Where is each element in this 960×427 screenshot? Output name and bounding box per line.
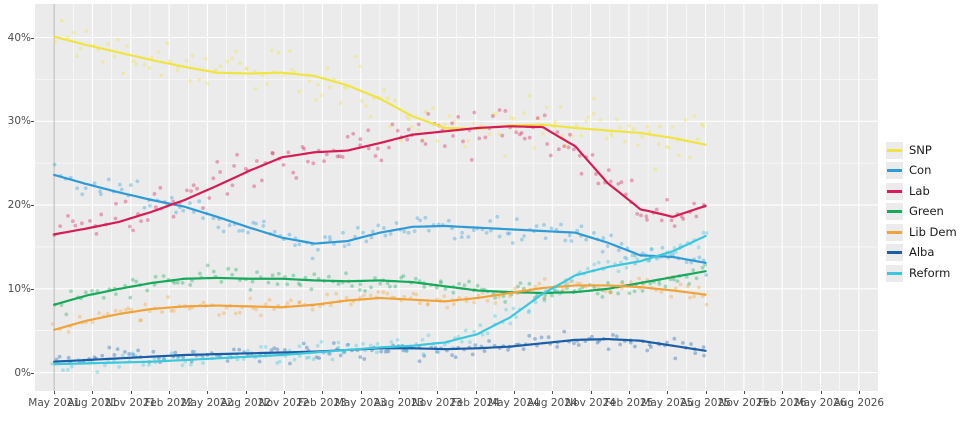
x-tick-mark	[858, 391, 860, 394]
legend-color-line-icon	[887, 148, 902, 152]
y-tick-label: 0%	[14, 366, 31, 379]
x-tick-mark	[207, 391, 209, 394]
x-axis: May 2021 Aug 2021 Nov 2021 Feb 2022 May 2022…	[28, 391, 884, 427]
legend-key-swatch	[886, 264, 903, 282]
x-tick-mark	[322, 391, 324, 394]
x-tick-label: Feb 2024	[451, 397, 500, 409]
x-tick-mark	[399, 391, 401, 394]
legend-key-swatch	[886, 203, 903, 221]
trend-line-lab	[53, 125, 707, 236]
legend: SNP Con Lab Green Lib Dem Alba Reform	[886, 140, 960, 284]
x-tick-mark	[782, 391, 784, 394]
legend-item-lib-dem[interactable]: Lib Dem	[886, 222, 960, 243]
x-tick-mark	[667, 391, 669, 394]
x-tick-mark	[513, 391, 515, 394]
x-tick-label: Aug 2021	[67, 397, 118, 409]
legend-item-con[interactable]: Con	[886, 161, 960, 182]
x-tick-mark	[628, 391, 630, 394]
x-tick-label: May 2025	[641, 397, 694, 409]
x-tick-label: May 2023	[334, 397, 387, 409]
legend-item-green[interactable]: Green	[886, 202, 960, 223]
x-tick-mark	[743, 391, 745, 394]
x-tick-mark	[169, 391, 171, 394]
plot-svg	[35, 4, 878, 391]
y-tick-label: 20%	[7, 199, 31, 212]
gridlines	[35, 4, 878, 391]
y-tick-mark	[31, 205, 34, 207]
x-tick-label: Nov 2022	[258, 397, 310, 409]
x-tick-label: Feb 2026	[757, 397, 807, 409]
y-tick-mark	[31, 37, 34, 39]
legend-color-line-icon	[887, 210, 902, 214]
y-axis: 0% 10% 20% 30% 40%	[0, 0, 34, 391]
legend-key-swatch	[886, 244, 903, 262]
x-tick-label: Nov 2024	[565, 397, 616, 409]
legend-label: Green	[909, 204, 944, 218]
x-tick-label: Nov 2021	[105, 397, 157, 409]
x-tick-label: Aug 2024	[527, 397, 578, 409]
x-tick-label: Aug 2026	[833, 397, 885, 409]
legend-label: Lab	[909, 183, 930, 198]
x-tick-label: May 2021	[28, 397, 81, 409]
legend-key-swatch	[886, 162, 903, 180]
legend-color-line-icon	[887, 230, 902, 234]
x-tick-mark	[590, 391, 592, 394]
x-tick-mark	[475, 391, 477, 394]
x-tick-label: Nov 2025	[718, 397, 770, 409]
legend-key-swatch	[886, 223, 903, 241]
legend-color-line-icon	[887, 169, 902, 173]
y-tick-mark	[31, 121, 34, 123]
trend-line-snp	[53, 35, 707, 146]
legend-color-line-icon	[887, 189, 902, 193]
legend-label: Reform	[909, 265, 951, 280]
trend-line-green	[53, 270, 707, 306]
x-tick-mark	[245, 391, 247, 394]
x-tick-mark	[130, 391, 132, 394]
y-tick-mark	[31, 372, 34, 374]
legend-label: Con	[909, 163, 932, 177]
x-tick-label: Aug 2023	[373, 397, 425, 409]
y-tick-label: 30%	[7, 115, 31, 128]
x-tick-label: May 2022	[181, 397, 234, 409]
plot-panel	[35, 4, 878, 391]
x-tick-label: Aug 2022	[220, 397, 272, 409]
legend-label: Lib Dem	[909, 224, 957, 239]
legend-key-swatch	[886, 182, 903, 200]
x-tick-label: May 2024	[488, 397, 540, 409]
x-tick-mark	[360, 391, 362, 394]
x-tick-label: Feb 2023	[298, 397, 347, 409]
trend-line-reform	[53, 234, 707, 366]
x-tick-label: Feb 2022	[144, 397, 194, 409]
legend-label: Alba	[909, 245, 935, 259]
trend-lines	[53, 35, 707, 366]
x-tick-mark	[437, 391, 439, 394]
legend-label: SNP	[909, 142, 932, 157]
y-tick-label: 40%	[7, 31, 31, 44]
x-tick-mark	[54, 391, 56, 394]
legend-item-lab[interactable]: Lab	[886, 181, 960, 202]
legend-item-alba[interactable]: Alba	[886, 243, 960, 264]
trend-line-con	[53, 173, 707, 264]
legend-color-line-icon	[887, 271, 902, 275]
y-tick-mark	[31, 288, 34, 290]
y-tick-label: 10%	[7, 282, 31, 295]
x-tick-mark	[92, 391, 94, 394]
x-tick-mark	[705, 391, 707, 394]
x-tick-label: Nov 2023	[412, 397, 463, 409]
x-tick-mark	[284, 391, 286, 394]
x-tick-label: May 2026	[794, 397, 847, 409]
legend-key-swatch	[886, 141, 903, 159]
trend-line-lib-dem	[53, 284, 707, 331]
legend-color-line-icon	[887, 251, 902, 255]
x-tick-label: Feb 2025	[604, 397, 654, 409]
x-tick-label: Aug 2025	[680, 397, 731, 409]
legend-item-reform[interactable]: Reform	[886, 263, 960, 284]
x-tick-mark	[552, 391, 554, 394]
x-tick-mark	[820, 391, 822, 394]
legend-item-snp[interactable]: SNP	[886, 140, 960, 161]
